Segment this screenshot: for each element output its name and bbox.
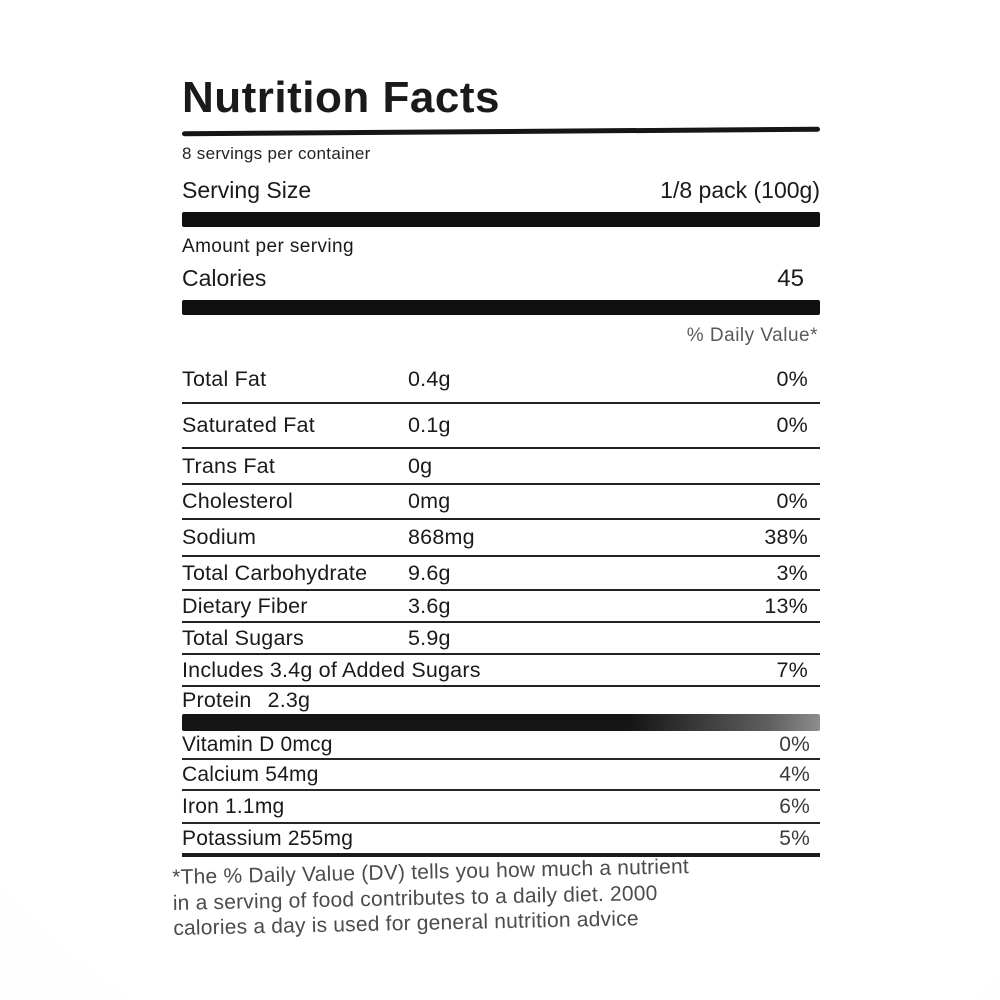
calories-row: Calories 45 [182, 265, 820, 298]
nutrient-name: Protein [182, 688, 252, 712]
nutrient-amount: 5.9g [408, 625, 451, 650]
nutrient-name: Total Sugars [182, 625, 304, 650]
nutrient-amount: 2.3g [267, 688, 311, 712]
serving-size-value: 1/8 pack (100g) [660, 177, 820, 203]
nutrient-row-added-sugars: Includes 3.4g of Added Sugars 7% [182, 655, 820, 687]
servings-per-container: 8 servings per container [182, 144, 371, 163]
vitamin-table: Vitamin D 0mcg 0% Calcium 54mg 4% Iron 1… [182, 731, 820, 857]
nutrient-name: Trans Fat [182, 453, 275, 478]
nutrient-amount: 3.6g [408, 593, 451, 618]
nutrient-row-total-fat: Total Fat 0.4g 0% [182, 356, 820, 404]
nutrient-amount: 0g [408, 453, 433, 478]
vitamin-dv: 4% [779, 762, 810, 786]
vitamin-dv: 0% [779, 732, 810, 756]
nutrient-row-cholesterol: Cholesterol 0mg 0% [182, 485, 820, 520]
vitamin-dv: 6% [779, 794, 810, 818]
nutrient-dv: 0% [776, 489, 808, 513]
nutrient-name: Includes 3.4g of Added Sugars [182, 657, 481, 682]
thick-divider-calories [182, 300, 820, 315]
daily-value-header: % Daily Value* [686, 325, 818, 346]
nutrient-dv: 0% [776, 413, 808, 437]
calories-label: Calories [182, 265, 267, 291]
title-divider [181, 126, 821, 137]
nutrient-row-total-sugars: Total Sugars 5.9g [182, 623, 820, 655]
nutrient-table: Total Fat 0.4g 0% Saturated Fat 0.1g 0% … [182, 356, 820, 714]
serving-size-row: Serving Size 1/8 pack (100g) [182, 177, 820, 204]
nutrient-name: Dietary Fiber [182, 593, 308, 618]
nutrition-facts-panel: Nutrition Facts 8 servings per container… [172, 73, 821, 942]
nutrient-amount: 868mg [408, 525, 475, 549]
thick-divider-protein [182, 714, 820, 731]
nutrient-row-total-carbohydrate: Total Carbohydrate 9.6g 3% [182, 557, 820, 591]
nutrient-row-sodium: Sodium 868mg 38% [182, 520, 820, 557]
nutrient-dv: 38% [764, 525, 808, 549]
vitamin-row-vitamin-d: Vitamin D 0mcg 0% [182, 731, 820, 760]
nutrient-row-dietary-fiber: Dietary Fiber 3.6g 13% [182, 591, 820, 623]
vitamin-name: Potassium 255mg [182, 826, 354, 850]
nutrient-row-protein: Protein 2.3g [182, 687, 820, 714]
nutrient-dv: 7% [776, 657, 808, 682]
serving-size-label: Serving Size [182, 177, 312, 203]
vitamin-dv: 5% [779, 826, 810, 850]
nutrient-amount: 0mg [408, 489, 451, 513]
nutrient-dv: 3% [776, 560, 808, 585]
amount-per-serving-label: Amount per serving [182, 236, 354, 257]
nutrient-name: Total Fat [182, 366, 267, 391]
daily-value-footnote: *The % Daily Value (DV) tells you how mu… [172, 851, 833, 941]
vitamin-row-calcium: Calcium 54mg 4% [182, 760, 820, 791]
nutrient-dv: 0% [776, 366, 808, 391]
nutrient-name: Saturated Fat [182, 413, 315, 437]
vitamin-row-iron: Iron 1.1mg 6% [182, 791, 820, 824]
nutrient-amount: 9.6g [408, 560, 451, 585]
vitamin-name: Vitamin D 0mcg [182, 732, 333, 756]
nutrient-row-saturated-fat: Saturated Fat 0.1g 0% [182, 404, 820, 449]
nutrient-amount: 0.1g [408, 413, 451, 437]
nutrient-amount: 0.4g [408, 366, 451, 391]
vitamin-name: Iron 1.1mg [182, 794, 285, 818]
nutrient-row-trans-fat: Trans Fat 0g [182, 449, 820, 485]
thick-divider-top [182, 212, 820, 227]
nutrient-name: Total Carbohydrate [182, 560, 368, 585]
nutrient-dv: 13% [764, 593, 808, 618]
calories-value: 45 [777, 265, 804, 292]
nutrient-name: Sodium [182, 525, 257, 549]
panel-title: Nutrition Facts [182, 73, 500, 122]
vitamin-row-potassium: Potassium 255mg 5% [182, 824, 820, 857]
nutrient-name: Cholesterol [182, 489, 293, 513]
vitamin-name: Calcium 54mg [182, 762, 319, 786]
